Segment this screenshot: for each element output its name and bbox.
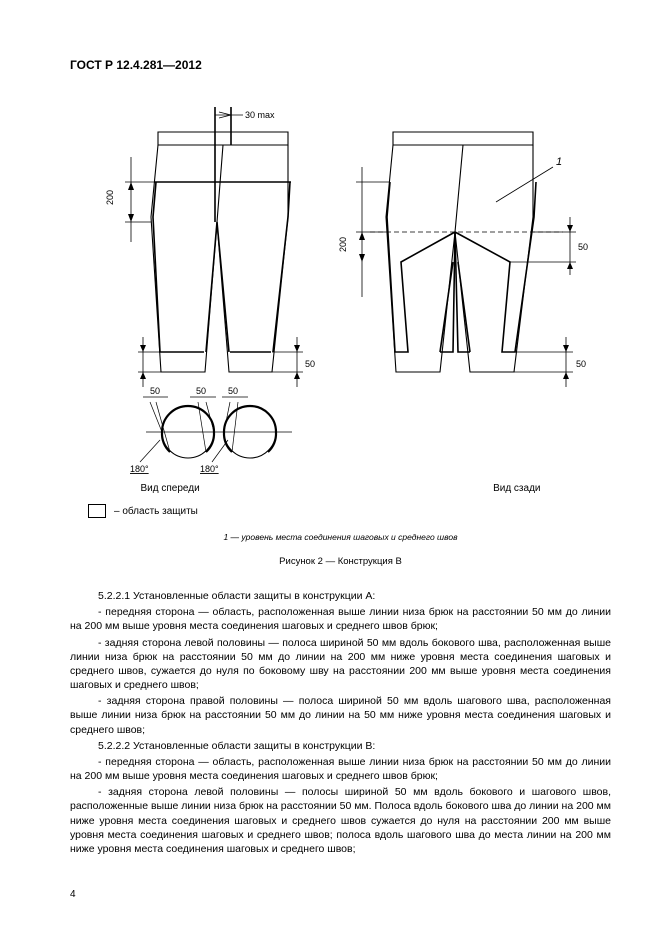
dim-50-back-hem: 50 [576, 359, 586, 369]
page-title: ГОСТ Р 12.4.281—2012 [70, 58, 611, 72]
para-5221c: - задняя сторона правой половины — полос… [70, 694, 611, 737]
angle-180-l: 180° [130, 464, 149, 474]
dim-50-c2: 50 [196, 386, 206, 396]
para-5221: 5.2.2.1 Установленные области защиты в к… [70, 589, 611, 603]
para-5221a: - передняя сторона — область, расположен… [70, 605, 611, 633]
legend-box-icon [88, 504, 106, 518]
legend-text: – область защиты [114, 506, 198, 517]
figure-note: 1 — уровень места соединения шаговых и с… [88, 532, 593, 542]
para-5221b: - задняя сторона левой половины — полоса… [70, 636, 611, 693]
dim-30max: 30 max [245, 110, 275, 120]
page-number: 4 [70, 889, 76, 900]
view-back-label: Вид сзади [493, 483, 540, 494]
view-front-label: Вид спереди [141, 483, 200, 494]
angle-180-r: 180° [200, 464, 219, 474]
figure-title: Рисунок 2 — Конструкция В [88, 556, 593, 567]
figure-container: 30 max 200 [88, 97, 593, 567]
label-1: 1 [556, 156, 562, 168]
view-labels: Вид спереди Вид сзади [141, 483, 541, 494]
trousers-diagram: 30 max 200 [88, 97, 593, 477]
para-5222: 5.2.2.2 Установленные области защиты в к… [70, 739, 611, 753]
dim-50-c3: 50 [228, 386, 238, 396]
body-text: 5.2.2.1 Установленные области защиты в к… [70, 589, 611, 856]
dim-200-back: 200 [338, 237, 348, 252]
para-5222a: - передняя сторона — область, расположен… [70, 755, 611, 783]
para-5222b: - задняя сторона левой половины — полосы… [70, 785, 611, 856]
legend-row: – область защиты [88, 504, 593, 518]
dim-200-front: 200 [105, 190, 115, 205]
dim-50-back-top: 50 [578, 242, 588, 252]
dim-50-c1: 50 [150, 386, 160, 396]
dim-50-front-r: 50 [305, 359, 315, 369]
